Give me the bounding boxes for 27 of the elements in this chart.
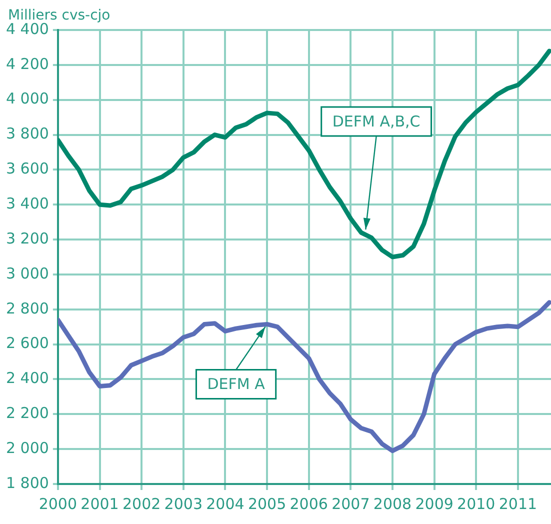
y-tick-label: 3 600	[6, 160, 49, 178]
x-tick-label: 2007	[332, 494, 370, 513]
y-tick-label: 2 000	[6, 438, 49, 457]
x-tick-label: 2006	[290, 494, 328, 513]
annotation: DEFM A,B,C	[332, 112, 420, 130]
y-tick-label: 3 400	[6, 194, 49, 213]
y-tick-label: 4 200	[6, 54, 49, 73]
x-tick-label: 2000	[38, 494, 78, 513]
y-tick-label: 2 800	[6, 299, 49, 318]
x-tick-label: 2009	[415, 494, 454, 513]
x-tick-label: 2005	[248, 494, 286, 513]
y-tick-label: 2 400	[6, 369, 49, 388]
x-tick-label: 2002	[122, 494, 161, 513]
y-tick-label: 1 800	[6, 474, 49, 492]
x-tick-label: 2003	[164, 494, 202, 513]
x-tick-label: 2004	[206, 494, 244, 513]
y-tick-label: 3 200	[6, 229, 49, 248]
y-tick-label: 4 000	[6, 90, 49, 108]
x-tick-label: 2001	[80, 494, 119, 513]
x-tick-label: 2011	[498, 494, 538, 513]
annotation: DEFM A	[207, 375, 266, 394]
y-tick-label: 2 200	[6, 404, 49, 422]
x-tick-label: 2010	[457, 494, 496, 513]
y-tick-label: 3 800	[6, 124, 49, 143]
x-tick-label: 2008	[373, 494, 412, 513]
y-tick-label: 3 000	[6, 264, 49, 282]
y-tick-label: 2 600	[6, 334, 49, 352]
